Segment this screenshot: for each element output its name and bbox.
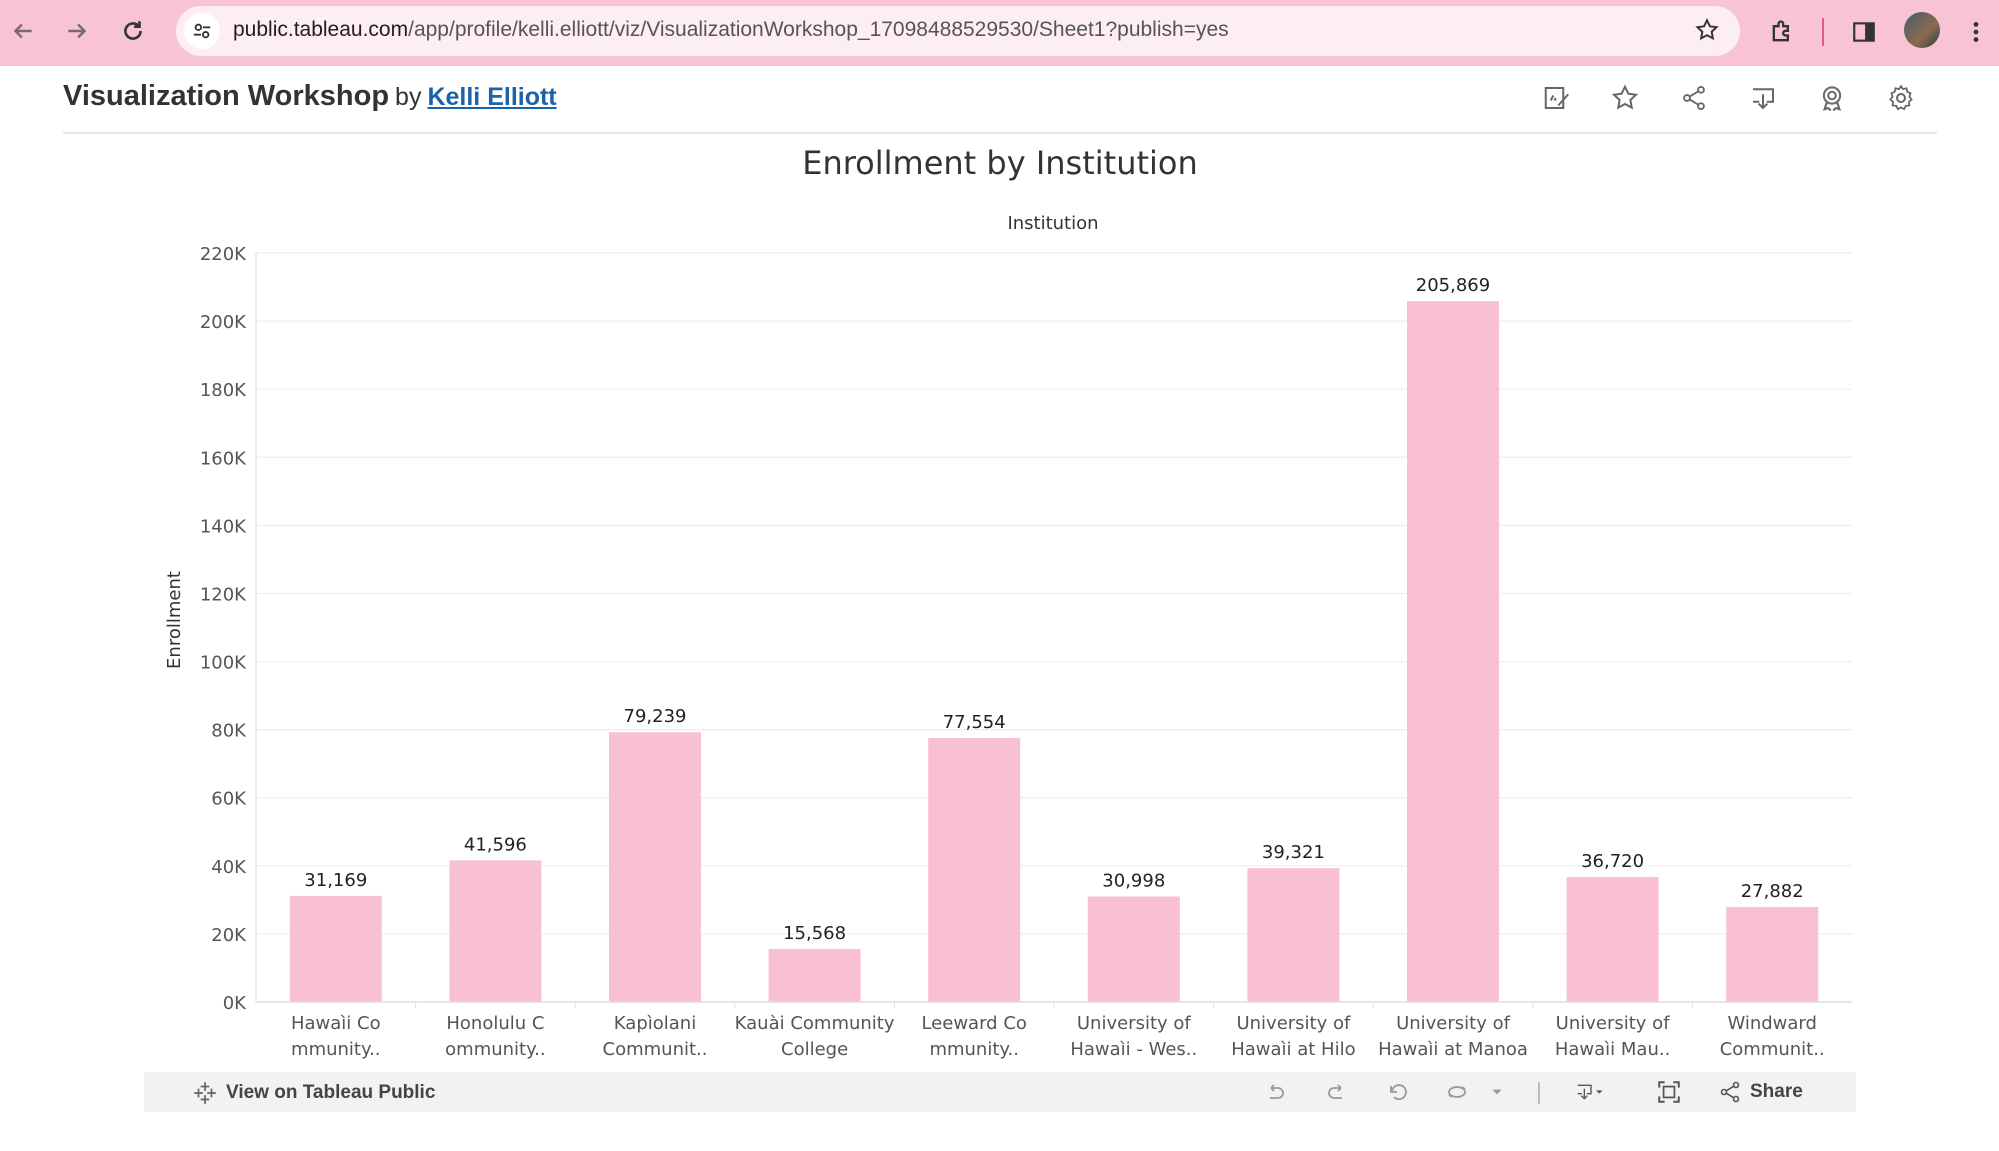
- y-tick-label: 0K: [223, 993, 247, 1014]
- refresh-dropdown-chevron-icon[interactable]: [1482, 1078, 1512, 1106]
- favorite-star-icon[interactable]: [1607, 80, 1643, 116]
- y-tick-label: 220K: [200, 244, 247, 265]
- author-link[interactable]: Kelli Elliott: [427, 83, 557, 111]
- y-tick-label: 40K: [211, 857, 247, 878]
- url-domain: public.tableau.com: [233, 18, 409, 41]
- bar-value-label: 39,321: [1262, 842, 1325, 863]
- x-tick-label: Kauài Community College: [735, 1013, 895, 1060]
- side-panel-icon[interactable]: [1846, 14, 1882, 50]
- chart-value-labels: 31,169 41,596 79,239 15,568 77,554 30,998 39,3…: [304, 275, 1803, 944]
- address-bar[interactable]: public.tableau.com/app/profile/kelli.ell…: [176, 6, 1740, 56]
- y-tick-label: 60K: [211, 789, 247, 810]
- y-tick-label: 20K: [211, 925, 247, 946]
- back-arrow-icon[interactable]: [6, 14, 40, 48]
- bar[interactable]: [1087, 896, 1180, 1002]
- y-tick-label: 120K: [200, 584, 247, 605]
- y-tick-label: 180K: [200, 380, 247, 401]
- y-tick-label: 160K: [200, 448, 247, 469]
- bottom-bar-divider: [1538, 1082, 1540, 1104]
- viz-title-row: Visualization Workshop by Kelli Elliott: [63, 80, 557, 113]
- bar[interactable]: [289, 895, 382, 1002]
- bar[interactable]: [1247, 868, 1340, 1002]
- y-tick-label: 140K: [200, 516, 247, 537]
- x-tick-label: University of Hawaìi at Manoa: [1378, 1013, 1528, 1060]
- share-icon: [1720, 1081, 1740, 1103]
- bookmark-star-icon[interactable]: [1694, 17, 1720, 48]
- bar[interactable]: [609, 732, 701, 1002]
- bar-value-label: 30,998: [1102, 870, 1165, 891]
- bar-value-label: 205,869: [1416, 275, 1490, 296]
- bar-value-label: 31,169: [304, 870, 367, 891]
- profile-avatar[interactable]: [1904, 12, 1940, 48]
- share-icon[interactable]: [1676, 80, 1712, 116]
- viz-by: by: [395, 83, 422, 111]
- x-tick-label: University of Hawaìi Mau..: [1555, 1013, 1670, 1060]
- bar-value-label: 77,554: [943, 712, 1006, 733]
- settings-gear-icon[interactable]: [1883, 80, 1919, 116]
- toolbar-divider: [1822, 18, 1824, 46]
- share-label: Share: [1750, 1081, 1803, 1102]
- chart-x-axis-title: Institution: [1007, 213, 1098, 234]
- viz-header: Visualization Workshop by Kelli Elliott: [63, 66, 1937, 134]
- tableau-bottom-bar: View on Tableau Public Share: [144, 1072, 1856, 1112]
- bar-value-label: 27,882: [1741, 881, 1804, 902]
- x-tick-label: University of Hawaìi at Hilo: [1231, 1013, 1355, 1060]
- chart-bars: [289, 301, 1819, 1002]
- bar[interactable]: [1407, 301, 1499, 1002]
- award-icon[interactable]: [1814, 80, 1850, 116]
- x-tick-label: Leeward Co mmunity..: [921, 1013, 1026, 1060]
- browser-menu-icon[interactable]: [1958, 14, 1994, 50]
- edit-metadata-icon[interactable]: [1539, 80, 1575, 116]
- revert-icon[interactable]: [1384, 1078, 1414, 1106]
- viz-title: Visualization Workshop: [63, 80, 390, 112]
- y-tick-label: 100K: [200, 653, 247, 674]
- y-tick-label: 200K: [200, 312, 247, 333]
- reload-icon[interactable]: [116, 14, 150, 48]
- x-tick-label: Kapìolani Communit..: [603, 1013, 708, 1060]
- bar-value-label: 15,568: [783, 923, 846, 944]
- chart-gridlines: [256, 252, 1852, 935]
- view-on-tableau-button[interactable]: View on Tableau Public: [192, 1080, 435, 1106]
- browser-toolbar: public.tableau.com/app/profile/kelli.ell…: [0, 0, 1999, 66]
- tableau-logo-icon: [194, 1082, 216, 1104]
- redo-icon[interactable]: [1322, 1078, 1352, 1106]
- y-tick-label: 80K: [211, 721, 247, 742]
- chart-y-axis: 0K 20K 40K 60K 80K 100K 120K 140K 160K 180K 200K 22…: [200, 244, 1852, 1014]
- bar[interactable]: [449, 860, 542, 1002]
- share-button[interactable]: Share: [1718, 1080, 1803, 1104]
- bar[interactable]: [928, 737, 1021, 1002]
- site-settings-icon[interactable]: [184, 13, 220, 49]
- bar[interactable]: [1726, 907, 1819, 1002]
- chart-title: Enrollment by Institution: [802, 144, 1198, 182]
- bar[interactable]: [768, 948, 861, 1002]
- bar-value-label: 36,720: [1581, 851, 1644, 872]
- url-text: public.tableau.com/app/profile/kelli.ell…: [233, 18, 1229, 42]
- view-on-tableau-label: View on Tableau Public: [226, 1082, 436, 1103]
- forward-arrow-icon[interactable]: [60, 14, 94, 48]
- download-dropdown-icon[interactable]: [1576, 1078, 1606, 1106]
- enrollment-bar-chart[interactable]: 31,169 41,596 79,239 15,568 77,554 30,998 39,3…: [0, 132, 1999, 1072]
- extensions-puzzle-icon[interactable]: [1764, 14, 1800, 50]
- download-icon[interactable]: [1745, 80, 1781, 116]
- chart-area: 31,169 41,596 79,239 15,568 77,554 30,998 39,3…: [0, 132, 1999, 1072]
- x-tick-label: Windward Communit..: [1720, 1013, 1825, 1060]
- undo-icon[interactable]: [1260, 1078, 1290, 1106]
- x-tick-label: Hawaìi Co mmunity..: [291, 1013, 381, 1060]
- chart-y-axis-title: Enrollment: [164, 571, 185, 669]
- bar[interactable]: [1566, 876, 1659, 1002]
- x-tick-label: University of Hawaìi - Wes..: [1070, 1013, 1197, 1060]
- refresh-icon[interactable]: [1442, 1078, 1472, 1106]
- bar-value-label: 41,596: [464, 834, 527, 855]
- bar-value-label: 79,239: [624, 706, 687, 727]
- fullscreen-icon[interactable]: [1654, 1078, 1684, 1106]
- url-path: /app/profile/kelli.elliott/viz/Visualiza…: [408, 18, 1229, 41]
